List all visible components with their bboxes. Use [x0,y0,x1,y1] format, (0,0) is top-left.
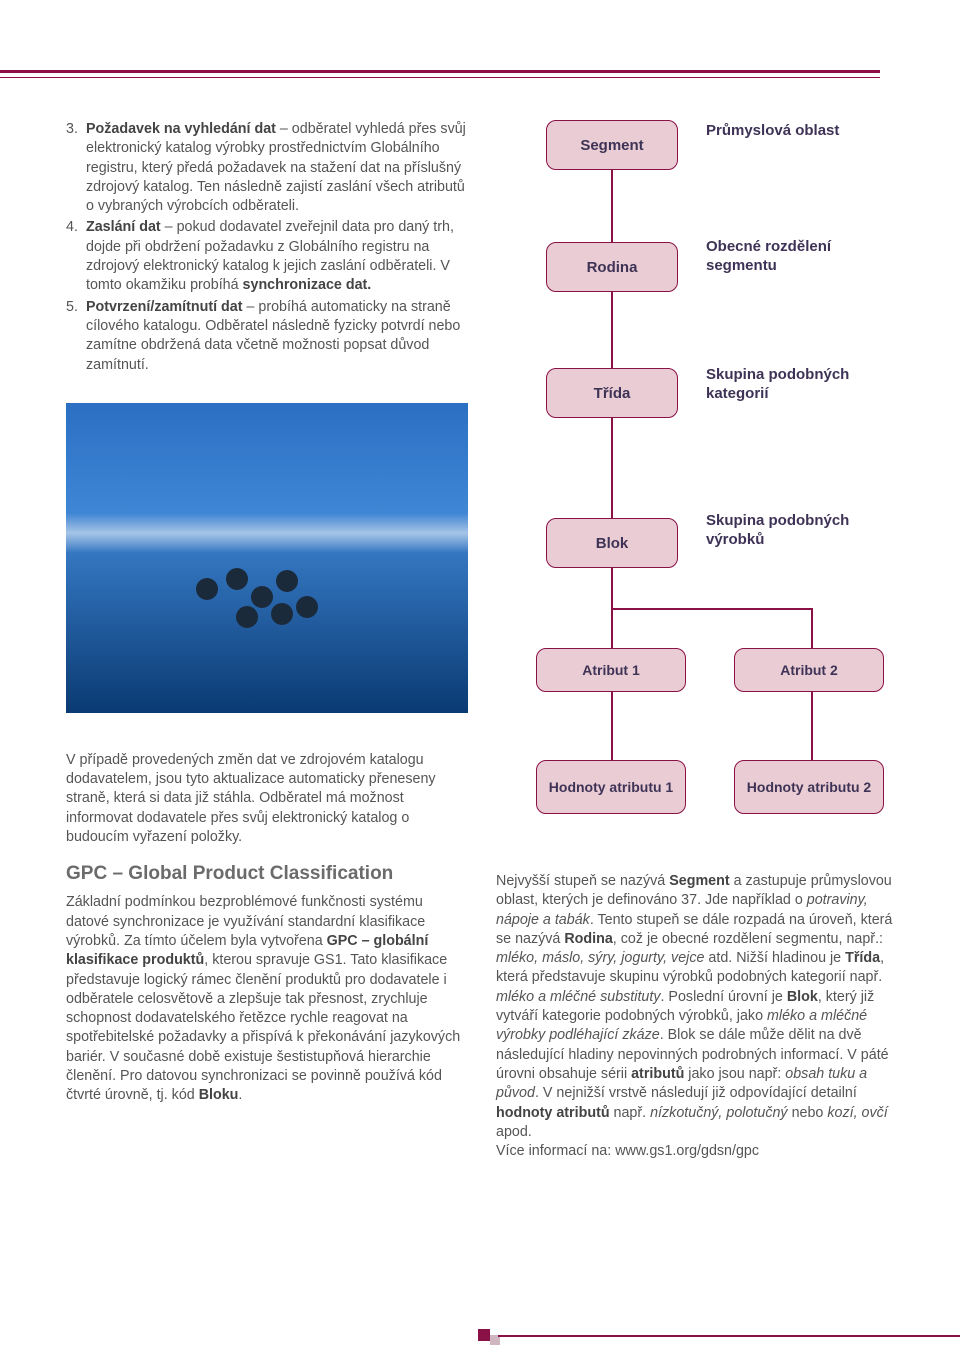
node-trida: Třída [546,368,678,418]
paragraph: V případě provedených změn dat ve zdrojo… [66,751,468,847]
list-title: Požadavek na vyhledání dat [86,121,276,137]
list-item-4: 4. Zaslání dat – pokud dodavatel zveřejn… [66,218,468,295]
italic-text: mléko, máslo, sýry, jogurty, vejce [496,950,704,966]
text: atd. Nižší hladinou je [704,950,845,966]
list-item-3: 3. Požadavek na vyhledání dat – odběrate… [66,120,468,216]
bold-text: Bloku [199,1087,239,1103]
italic-text: nízkotučný, polotučný [650,1105,788,1121]
list-text: Potvrzení/zamítnutí dat – probíhá automa… [86,298,468,375]
person-silhouette [276,570,298,592]
list-bold2: synchronizace dat. [243,277,372,293]
italic-text: mléko a mléčné substituty [496,989,660,1005]
bold-text: Rodina [564,931,612,947]
person-silhouette [296,596,318,618]
person-silhouette [196,578,218,600]
text: . [238,1087,242,1103]
desc-trida: Skupina podobných kategorií [706,366,876,404]
page-content: 3. Požadavek na vyhledání dat – odběrate… [66,120,894,1161]
text: . Poslední úrovní je [660,989,786,1005]
node-blok: Blok [546,518,678,568]
person-silhouette [226,568,248,590]
italic-text: kozí, ovčí [827,1105,887,1121]
person-silhouette [236,606,258,628]
paragraph: Základní podmínkou bezproblémové funkčno… [66,893,468,1105]
skydiving-photo [66,403,468,713]
text: jako jsou např: [684,1066,785,1082]
desc-segment: Průmyslová oblast [706,122,876,141]
desc-rodina: Obecné rozdělení segmentu [706,238,876,276]
footer-rule [498,1335,960,1337]
list-title: Zaslání dat [86,219,161,235]
list-text: Zaslání dat – pokud dodavatel zveřejnil … [86,218,468,295]
left-column: 3. Požadavek na vyhledání dat – odběrate… [66,120,468,1161]
text: Nejvyšší stupeň se nazývá [496,873,669,889]
bold-text: Blok [787,989,818,1005]
bold-text: hodnoty atributů [496,1105,610,1121]
person-silhouette [251,586,273,608]
bold-text: Třída [845,950,880,966]
skydivers-group [196,568,346,628]
cloud-layer [66,513,468,553]
text: . V nejnižší vrstvě následují již odpoví… [535,1085,857,1101]
right-paragraph: Nejvyšší stupeň se nazývá Segment a zast… [496,872,894,1161]
bold-text: Segment [669,873,729,889]
bold-text: atributů [631,1066,684,1082]
section-heading: GPC – Global Product Classification [66,863,468,885]
header-rule [0,70,880,78]
node-atribut2: Atribut 2 [734,648,884,692]
desc-blok: Skupina podobných výrobků [706,512,876,550]
node-hodnoty2: Hodnoty atributu 2 [734,760,884,814]
list-number: 3. [66,120,86,216]
list-title: Potvrzení/zamítnutí dat [86,299,242,315]
text: např. [610,1105,651,1121]
right-column: Segment Průmyslová oblast Rodina Obecné … [496,120,894,1161]
list-item-5: 5. Potvrzení/zamítnutí dat – probíhá aut… [66,298,468,375]
text: , kterou spravuje GS1. Tato klasifikace … [66,952,460,1103]
text: apod. [496,1124,532,1140]
node-atribut1: Atribut 1 [536,648,686,692]
list-number: 5. [66,298,86,375]
connector-line [611,608,811,610]
more-info-link-text: Více informací na: www.gs1.org/gdsn/gpc [496,1143,759,1159]
text: nebo [788,1105,828,1121]
text: , což je obecné rozdělení segmentu, např… [613,931,883,947]
lower-left-block: V případě provedených změn dat ve zdrojo… [66,751,468,1106]
node-rodina: Rodina [546,242,678,292]
list-number: 4. [66,218,86,295]
list-text: Požadavek na vyhledání dat – odběratel v… [86,120,468,216]
footer-square-icon [478,1329,490,1341]
person-silhouette [271,603,293,625]
node-hodnoty1: Hodnoty atributu 1 [536,760,686,814]
gpc-hierarchy-diagram: Segment Průmyslová oblast Rodina Obecné … [496,120,894,860]
node-segment: Segment [546,120,678,170]
